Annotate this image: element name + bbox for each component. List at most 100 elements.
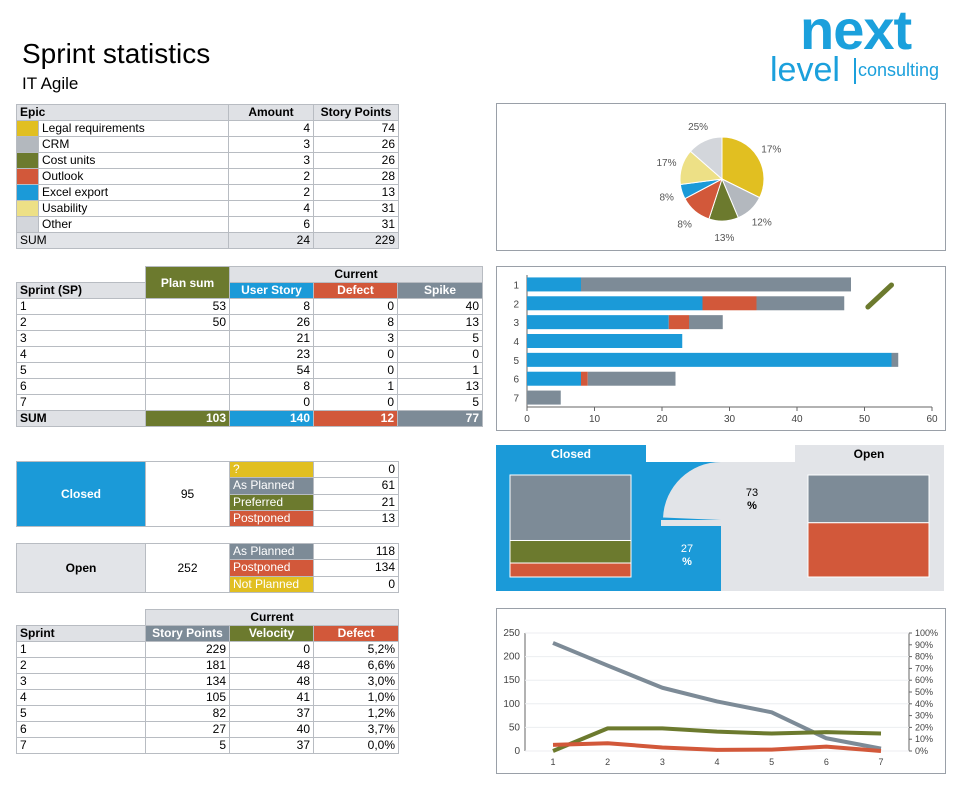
cell: 2: [16, 314, 146, 331]
cell: 8: [313, 314, 398, 331]
open-status-table: Open 252 As Planned 118 Postponed 134 Not…: [16, 542, 399, 594]
cell: 0: [229, 641, 314, 658]
epic-amount: 4: [228, 120, 314, 137]
epic-name: Other: [38, 216, 229, 233]
y-tick-label: 2: [513, 299, 519, 310]
pie-label: 17%: [656, 158, 676, 169]
color-swatch: [16, 168, 39, 185]
cell: 3,0%: [313, 673, 399, 690]
series-line-defect: [552, 741, 882, 753]
table-row: 2 181 48 6,6%: [16, 657, 399, 674]
status-label: Preferred: [229, 493, 314, 511]
epic-name: Outlook: [38, 168, 229, 185]
cell: 40: [397, 298, 483, 315]
stacked-bar-chart: 0 10 20 30 40 50 60 1 2 3 4 5 6 7: [513, 275, 938, 425]
page-title: Sprint statistics: [22, 38, 211, 69]
status-value: 0: [313, 460, 399, 479]
cell: 3: [16, 673, 146, 690]
cell: 5: [397, 394, 483, 411]
logo-consulting: consulting: [858, 60, 940, 80]
epic-sum-row: SUM 24 229: [16, 232, 399, 249]
velocity-table: Current Sprint Story Points Velocity Def…: [16, 609, 399, 754]
page-subtitle: IT Agile: [22, 74, 79, 93]
open-pct-unit: %: [747, 500, 757, 512]
cell: 27: [145, 721, 230, 738]
epic-amount: 2: [228, 184, 314, 201]
cell: 53: [145, 298, 230, 315]
cell: 82: [145, 705, 230, 722]
table-row: 6 8 1 13: [16, 378, 483, 395]
epic-name: Legal requirements: [38, 120, 229, 137]
epic-amount: 4: [228, 200, 314, 217]
sum-defect: 12: [313, 410, 398, 427]
y-tick-label: 7: [513, 394, 519, 405]
cell: 0,0%: [313, 737, 399, 754]
x-tick-label: 30: [724, 414, 736, 425]
pie-label: 8%: [677, 219, 692, 230]
sum-spike: 77: [397, 410, 483, 427]
bar-segment-user-story: [527, 296, 703, 311]
bar-segment-user-story: [527, 334, 683, 348]
epic-row: Usability 4 31: [16, 200, 399, 217]
epic-sp: 28: [313, 168, 399, 185]
epic-name: Usability: [38, 200, 229, 217]
cell: 0: [313, 362, 398, 379]
story-points-header: Story Points: [313, 104, 399, 121]
closed-total: 95: [145, 461, 230, 527]
sprint-header: Sprint: [16, 625, 146, 642]
table-row: 4 105 41 1,0%: [16, 689, 399, 706]
x-tick-label: 3: [660, 757, 665, 767]
wedge-base: [661, 520, 721, 526]
cell: 5,2%: [313, 641, 399, 658]
y2-tick-label: 10%: [915, 734, 933, 744]
open-pct-value: 73: [746, 487, 758, 499]
cell: 1,0%: [313, 689, 399, 706]
closed-label: Closed: [16, 461, 146, 527]
color-swatch: [16, 136, 39, 153]
y2-tick-label: 20%: [915, 722, 933, 732]
epic-header: Epic: [16, 104, 229, 121]
bar-segment-spike: [527, 390, 561, 405]
epic-amount: 6: [228, 216, 314, 233]
cell: [145, 378, 230, 395]
epic-row: Excel export 2 13: [16, 184, 399, 201]
cell: 37: [229, 705, 314, 722]
amount-header: Amount: [228, 104, 314, 121]
open-total: 252: [145, 543, 230, 593]
y-tick-label: 1: [513, 280, 519, 291]
y-tick-label: 250: [503, 628, 520, 639]
line-chart-box: 0 50 100 150 200 250 0% 10% 20% 30% 40% 50% 60% 70% 80…: [496, 608, 946, 774]
status-value: 134: [313, 559, 399, 577]
cell: 1,2%: [313, 705, 399, 722]
table-row: 3 21 3 5: [16, 330, 483, 347]
series-line-story-points: [552, 641, 882, 751]
color-swatch: [16, 216, 39, 233]
table-row: 5 82 37 1,2%: [16, 705, 399, 722]
cell: 37: [229, 737, 314, 754]
status-label: Postponed: [229, 509, 314, 528]
epic-table: Epic Amount Story Points Legal requireme…: [16, 104, 399, 249]
pie-label: 12%: [752, 217, 772, 228]
bar-segment-user-story: [527, 315, 669, 330]
current-header: Current: [229, 266, 483, 283]
cell: 13: [397, 314, 483, 331]
sum-row: SUM 103 140 12 77: [16, 410, 483, 427]
table-row: 1 229 0 5,2%: [16, 641, 399, 658]
status-label: As Planned: [229, 542, 314, 561]
cell: 105: [145, 689, 230, 706]
x-tick-label: 1: [550, 757, 555, 767]
cell: 0: [313, 298, 398, 315]
cell: 0: [397, 346, 483, 363]
cell: 48: [229, 657, 314, 674]
plan-sum-header: Plan sum: [145, 266, 230, 299]
bar-segment-spike: [689, 315, 723, 330]
y2-tick-label: 70%: [915, 663, 933, 673]
status-value: 61: [313, 477, 399, 495]
x-tick-label: 20: [656, 414, 668, 425]
spike-header: Spike: [397, 282, 483, 299]
table-row: 6 27 40 3,7%: [16, 721, 399, 738]
table-row: 7 5 37 0,0%: [16, 737, 399, 754]
cell: 5: [16, 362, 146, 379]
logo-next: next: [800, 0, 912, 61]
epic-sp: 74: [313, 120, 399, 137]
